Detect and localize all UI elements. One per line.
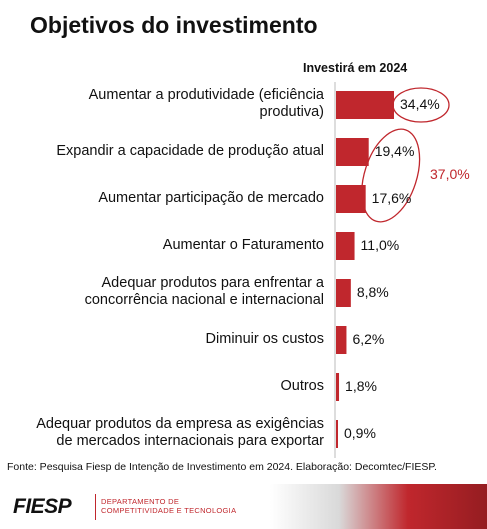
category-label-line: concorrência nacional e internacional: [84, 292, 324, 308]
footer-divider: [95, 494, 96, 520]
category-label-line: de mercados internacionais para exportar: [56, 433, 324, 449]
department-name: DEPARTAMENTO DE COMPETITIVIDADE E TECNOL…: [101, 497, 236, 515]
page-title: Objetivos do investimento: [30, 12, 318, 38]
value-label: 1,8%: [345, 378, 377, 394]
category-label: Outros: [280, 378, 324, 395]
category-label: Aumentar o Faturamento: [163, 237, 324, 254]
bars-layer: [336, 91, 394, 448]
category-label-line: Aumentar a produtividade (eficiência: [88, 87, 324, 103]
value-label: 11,0%: [360, 237, 400, 253]
category-label-line: Adequar produtos para enfrentar a: [101, 275, 324, 291]
category-label-line: Aumentar o Faturamento: [162, 236, 324, 253]
highlight-circles: [361, 87, 450, 223]
value-label: 8,8%: [356, 284, 389, 300]
bar: [336, 326, 347, 354]
bar-chart: [334, 82, 450, 458]
category-label: Aumentar a produtividade (eficiência prod…: [89, 87, 324, 121]
value-label: 0,9%: [344, 425, 376, 441]
fiesp-logo: FIESP: [13, 495, 72, 518]
category-label: Aumentar participação de mercado: [98, 190, 324, 207]
category-label-line: produtiva): [259, 104, 324, 120]
footer-bar: FIESP DEPARTAMENTO DE COMPETITIVIDADE E …: [0, 484, 487, 529]
footer-stripe: [270, 484, 487, 529]
category-label-line: Outros: [280, 377, 324, 394]
bar: [336, 279, 351, 307]
value-label: 19,4%: [374, 143, 415, 159]
bar: [336, 138, 369, 166]
source-note: Fonte: Pesquisa Fiesp de Intenção de Inv…: [7, 461, 437, 473]
highlight-circle-pair: [361, 128, 421, 223]
value-label: 6,2%: [352, 331, 385, 347]
value-label: 34,4%: [400, 96, 440, 112]
category-label-line: Diminuir os custos: [205, 330, 324, 347]
category-label-line: Adequar produtos da empresa as exigência…: [36, 416, 324, 432]
bar: [336, 373, 340, 401]
category-label-line: Expandir a capacidade de produção atual: [56, 142, 324, 159]
series-title: Investirá em 2024: [303, 61, 408, 75]
category-label: Diminuir os custos: [206, 331, 324, 348]
category-label: Adequar produtos da empresa as exigência…: [36, 416, 324, 450]
bar: [336, 185, 366, 213]
highlight-circle-top: [392, 87, 450, 123]
category-label: Expandir a capacidade de produção atual: [56, 143, 324, 160]
category-label: Adequar produtos para enfrentar a concorr…: [85, 275, 324, 309]
dept-line-2: COMPETITIVIDADE E TECNOLOGIA: [101, 506, 237, 515]
combined-share-annotation: 37,0%: [430, 166, 470, 182]
value-label: 17,6%: [371, 190, 412, 206]
bar: [336, 91, 394, 119]
bar: [336, 232, 355, 260]
dept-line-1: DEPARTAMENTO DE: [101, 497, 180, 506]
bar: [336, 420, 338, 448]
category-label-line: Aumentar participação de mercado: [98, 189, 324, 206]
